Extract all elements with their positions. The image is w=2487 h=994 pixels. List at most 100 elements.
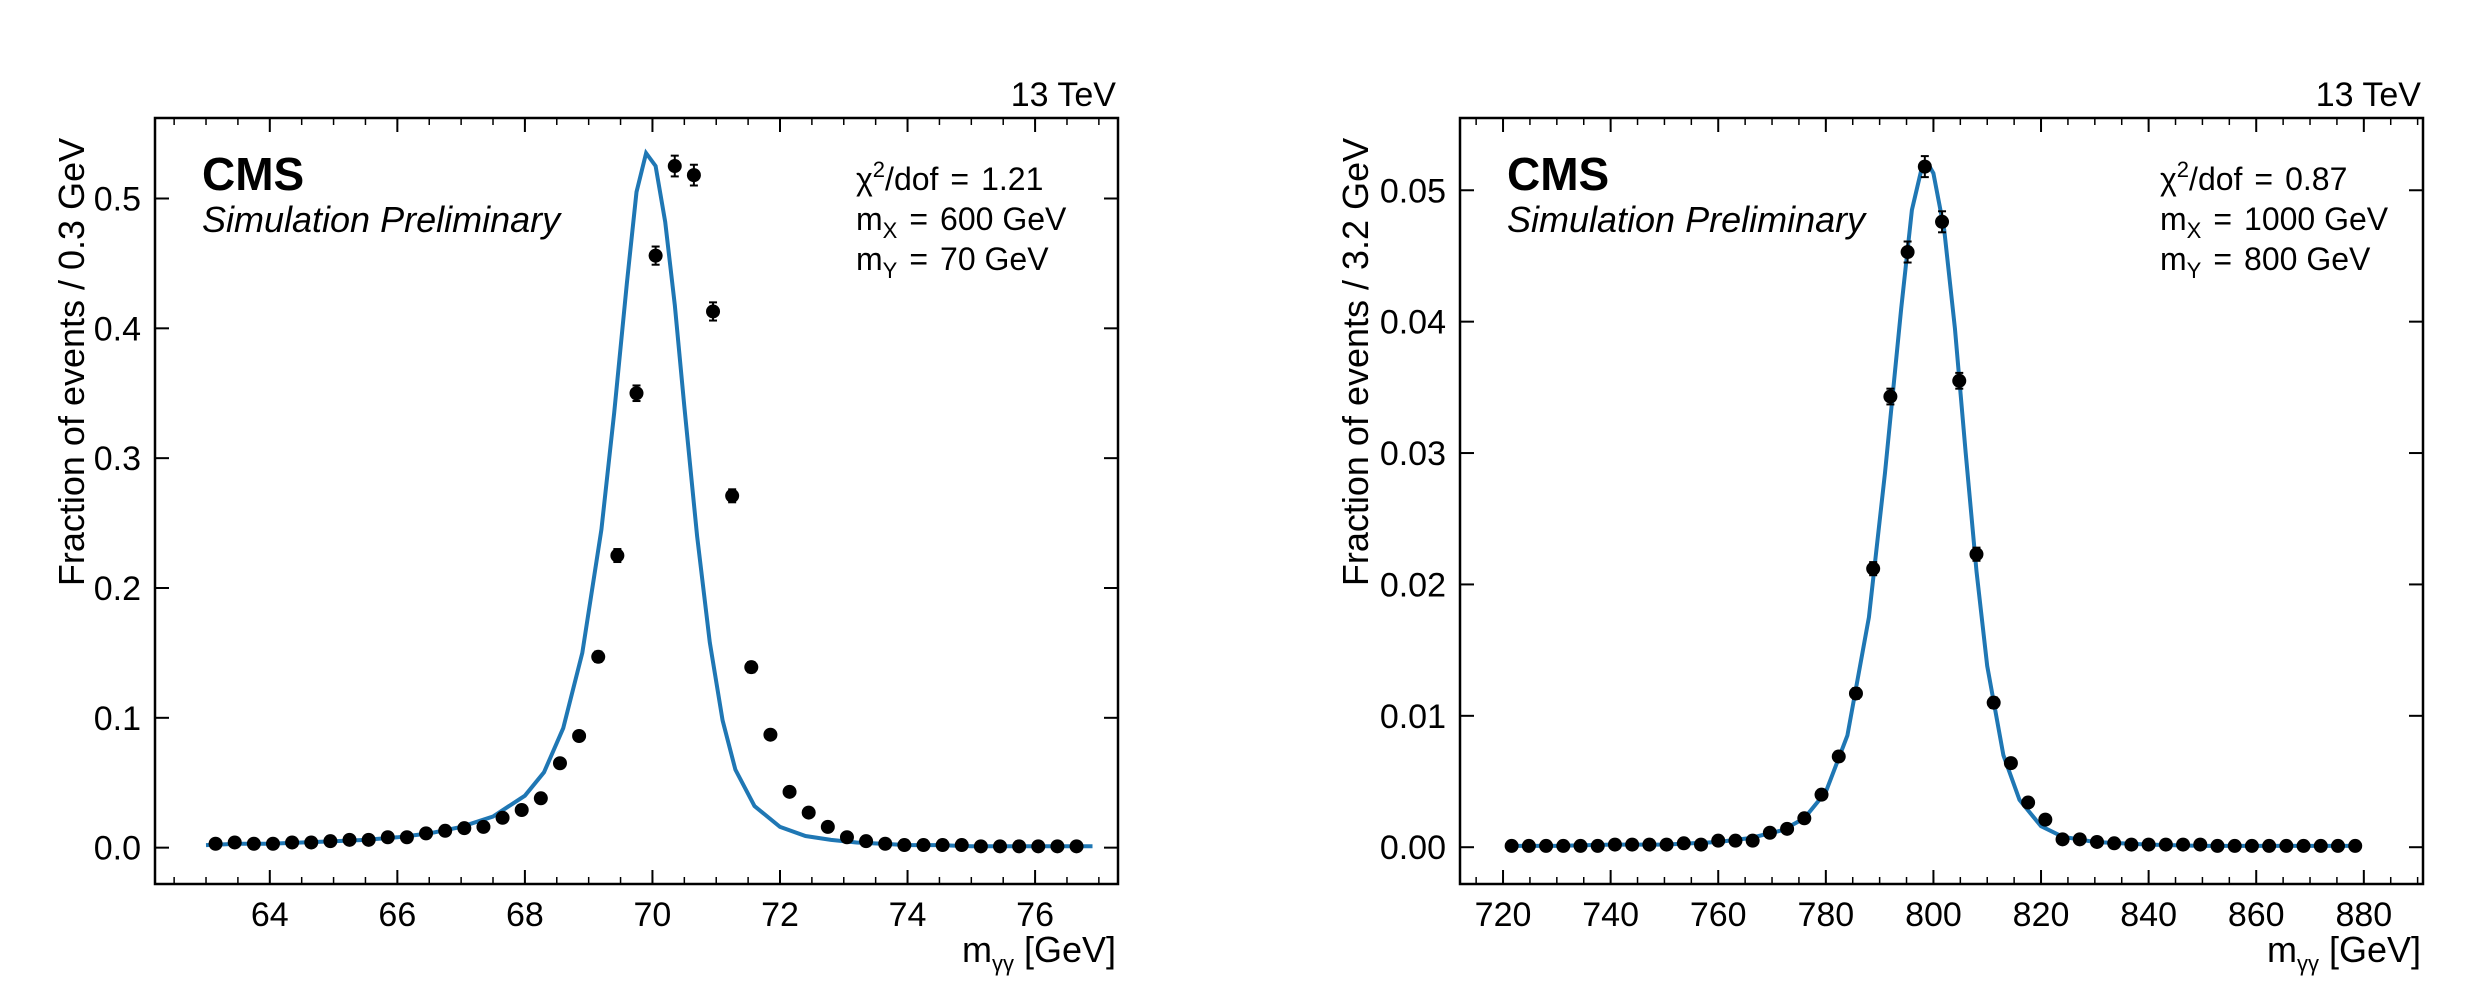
my-eq: = [909, 241, 928, 277]
data-point [1050, 839, 1065, 854]
y-tick-label: 0.3 [94, 440, 141, 478]
data-point [1031, 839, 1046, 854]
data-point [916, 838, 931, 853]
data-point [1676, 836, 1691, 851]
cms-label: CMS [1507, 148, 1609, 200]
y-axis-title: Fraction of events / 0.3 GeV [51, 138, 92, 586]
chi-symbol: χ [2160, 161, 2177, 197]
my-sub: Y [2187, 258, 2202, 283]
x-tick-label: 76 [1016, 896, 1054, 934]
my-annotation: mY = 70 GeV [856, 241, 1049, 283]
x-axis-m: m [962, 929, 992, 970]
data-point [2158, 837, 2173, 852]
right-chart: 0.00 0.01 0.02 0.03 0.04 0.05 720 740 760 780 800… [1335, 76, 2425, 976]
data-point [2124, 837, 2139, 852]
data-point [2348, 838, 2363, 853]
data-points [1504, 155, 2363, 853]
data-point [1659, 837, 1674, 852]
data-point [552, 756, 567, 771]
data-point [935, 838, 950, 853]
data-point [2141, 837, 2156, 852]
my-value: 800 GeV [2244, 241, 2371, 277]
data-point [1694, 837, 1709, 852]
data-point [1573, 838, 1588, 853]
chi2-value: 0.87 [2285, 161, 2347, 197]
data-point [457, 821, 472, 836]
data-point [2089, 834, 2104, 849]
y-ticks: 0.00 0.01 0.02 0.03 0.04 0.05 [1380, 172, 2423, 867]
y-tick-label: 0.0 [94, 830, 141, 868]
data-point [361, 832, 376, 847]
chi2-annotation: χ2/dof = 1.21 [856, 157, 1043, 197]
energy-label: 13 TeV [2316, 76, 2422, 114]
data-point [2313, 838, 2328, 853]
data-point [1504, 838, 1519, 853]
data-point [2055, 832, 2070, 847]
energy-label: 13 TeV [1011, 76, 1117, 114]
x-tick-label: 64 [251, 896, 289, 934]
simulation-label: Simulation Preliminary [202, 199, 562, 240]
data-point [2107, 836, 2122, 851]
x-tick-label: 66 [378, 896, 416, 934]
data-point [820, 819, 835, 834]
x-tick-label: 72 [761, 896, 799, 934]
x-axis-title: mγγ [GeV] [962, 929, 1116, 976]
data-point [285, 835, 300, 850]
data-point [495, 810, 510, 825]
x-tick-label: 880 [2335, 896, 2392, 934]
data-point [1986, 695, 2001, 710]
mx-m: m [856, 201, 883, 237]
plot-frame [153, 116, 1120, 886]
data-point [591, 649, 606, 664]
chi-sup: 2 [873, 157, 885, 182]
data-point [1745, 833, 1760, 848]
data-point [380, 830, 395, 845]
x-tick-label: 740 [1582, 896, 1639, 934]
data-point [227, 835, 242, 850]
data-point [648, 248, 663, 263]
data-point [323, 834, 338, 849]
data-point [438, 823, 453, 838]
data-point [2072, 832, 2087, 847]
x-tick-label: 760 [1690, 896, 1747, 934]
y-tick-label: 0.02 [1380, 566, 1446, 604]
mx-m: m [2160, 201, 2187, 237]
data-point [2038, 812, 2053, 827]
chi-eq: = [2254, 161, 2273, 197]
mx-eq: = [909, 201, 928, 237]
data-point [2244, 838, 2259, 853]
mx-value: 1000 GeV [2244, 201, 2389, 237]
plot-frame [1458, 116, 2425, 886]
chi2-annotation: χ2/dof = 0.87 [2160, 157, 2347, 197]
data-point [1556, 838, 1571, 853]
data-point [265, 836, 280, 851]
data-point [1866, 561, 1881, 576]
data-point [2003, 756, 2018, 771]
data-point [476, 819, 491, 834]
my-value: 70 GeV [940, 241, 1049, 277]
data-point [878, 836, 893, 851]
x-ticks: 64 66 68 70 72 74 76 [173, 118, 1100, 934]
data-point [763, 727, 778, 742]
data-point [2227, 838, 2242, 853]
y-tick-label: 0.01 [1380, 698, 1446, 736]
x-tick-label: 780 [1797, 896, 1854, 934]
y-ticks: 0.0 0.1 0.2 0.3 0.4 0.5 [94, 180, 1118, 868]
data-point [2296, 838, 2311, 853]
data-point [1711, 833, 1726, 848]
mx-annotation: mX = 600 GeV [856, 201, 1067, 243]
data-point [572, 728, 587, 743]
data-point [1814, 787, 1829, 802]
simulation-label: Simulation Preliminary [1507, 199, 1867, 240]
data-point [2262, 838, 2277, 853]
cms-label: CMS [202, 148, 304, 200]
data-point [1728, 833, 1743, 848]
y-tick-label: 0.05 [1380, 172, 1446, 210]
data-point [1780, 821, 1795, 836]
data-point [897, 838, 912, 853]
x-tick-label: 70 [634, 896, 672, 934]
data-point [342, 832, 357, 847]
data-point [2193, 837, 2208, 852]
mx-sub: X [2187, 218, 2202, 243]
